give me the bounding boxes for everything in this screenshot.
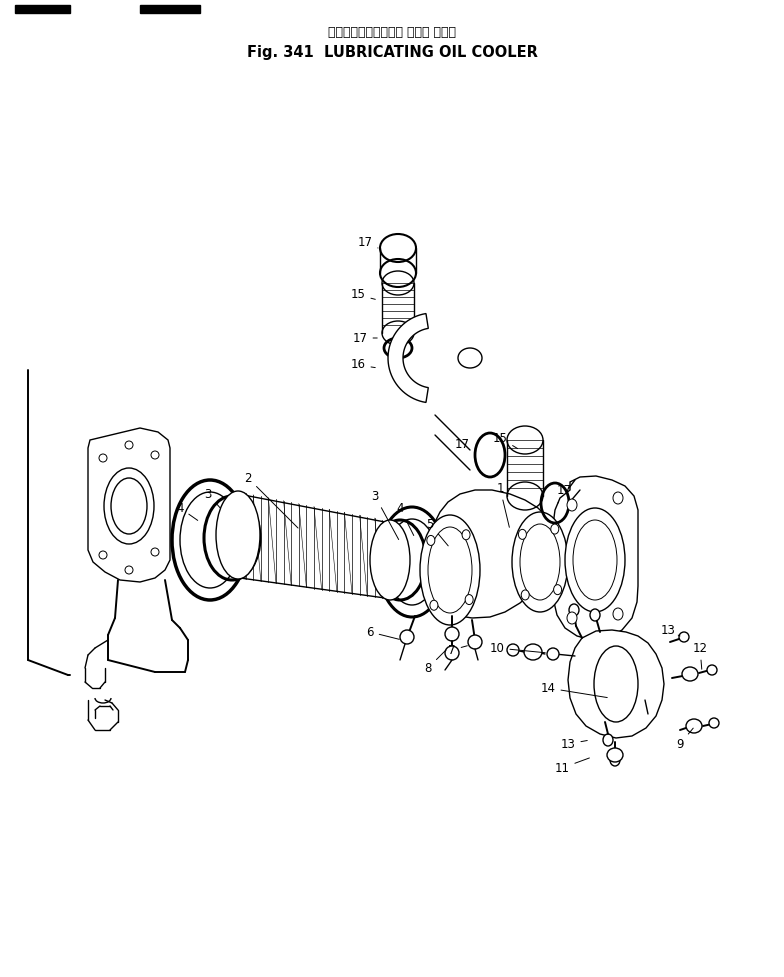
Ellipse shape	[547, 648, 559, 660]
Ellipse shape	[613, 492, 623, 504]
Ellipse shape	[426, 535, 435, 545]
Ellipse shape	[590, 609, 600, 621]
Ellipse shape	[125, 566, 133, 574]
Bar	[140, 5, 200, 13]
Ellipse shape	[709, 718, 719, 728]
Text: 15: 15	[492, 432, 517, 448]
Ellipse shape	[524, 644, 542, 660]
Ellipse shape	[104, 468, 154, 544]
Ellipse shape	[613, 608, 623, 620]
Text: 3: 3	[372, 489, 399, 539]
Text: 17: 17	[455, 439, 476, 453]
Text: 15: 15	[350, 288, 376, 302]
Text: 10: 10	[489, 642, 545, 655]
Text: 5: 5	[426, 518, 448, 546]
Text: 13: 13	[661, 623, 680, 636]
Ellipse shape	[507, 644, 519, 656]
Ellipse shape	[679, 632, 689, 642]
Ellipse shape	[567, 499, 577, 511]
Ellipse shape	[420, 515, 480, 625]
Ellipse shape	[99, 551, 107, 559]
Ellipse shape	[462, 530, 470, 539]
Ellipse shape	[216, 491, 260, 579]
Text: 16: 16	[350, 359, 376, 371]
Ellipse shape	[445, 646, 459, 660]
Ellipse shape	[468, 635, 482, 649]
Ellipse shape	[445, 627, 459, 641]
Ellipse shape	[565, 508, 625, 612]
Ellipse shape	[594, 646, 638, 722]
Text: 4: 4	[176, 501, 198, 521]
Ellipse shape	[225, 527, 235, 543]
Polygon shape	[428, 490, 557, 618]
Text: 17: 17	[358, 235, 378, 248]
Ellipse shape	[151, 451, 159, 459]
Ellipse shape	[707, 665, 717, 675]
Bar	[15, 5, 70, 13]
Text: 11: 11	[554, 758, 590, 775]
Ellipse shape	[465, 595, 474, 605]
Ellipse shape	[430, 600, 438, 611]
Polygon shape	[388, 314, 428, 403]
Text: Fig. 341  LUBRICATING OIL COOLER: Fig. 341 LUBRICATING OIL COOLER	[246, 45, 538, 60]
Text: 6: 6	[366, 625, 399, 639]
Ellipse shape	[569, 604, 579, 616]
Ellipse shape	[567, 612, 577, 624]
Ellipse shape	[449, 555, 459, 565]
Ellipse shape	[686, 719, 702, 733]
Text: 1: 1	[496, 482, 510, 528]
Polygon shape	[553, 476, 638, 640]
Text: 14: 14	[540, 682, 608, 698]
Text: 17: 17	[353, 331, 377, 345]
Ellipse shape	[125, 441, 133, 449]
Polygon shape	[568, 630, 664, 738]
Ellipse shape	[603, 734, 613, 746]
Text: 2: 2	[245, 472, 298, 528]
Ellipse shape	[554, 584, 561, 595]
Text: 13: 13	[561, 738, 587, 750]
Text: 9: 9	[677, 728, 693, 750]
Polygon shape	[88, 428, 170, 582]
Text: 8: 8	[424, 650, 446, 674]
Ellipse shape	[610, 754, 620, 766]
Ellipse shape	[151, 548, 159, 556]
Ellipse shape	[518, 530, 526, 539]
Ellipse shape	[551, 524, 559, 534]
Ellipse shape	[607, 748, 623, 762]
Ellipse shape	[520, 524, 560, 600]
Ellipse shape	[521, 590, 529, 600]
Text: 17: 17	[557, 484, 572, 503]
Ellipse shape	[99, 454, 107, 462]
Ellipse shape	[400, 630, 414, 644]
Ellipse shape	[111, 478, 147, 534]
Text: 3: 3	[205, 488, 220, 508]
Ellipse shape	[682, 667, 698, 681]
Text: ルーブリケーティング オイル クーラ: ルーブリケーティング オイル クーラ	[328, 25, 456, 38]
Text: 4: 4	[396, 501, 414, 535]
Text: 12: 12	[692, 642, 707, 669]
Ellipse shape	[370, 520, 410, 600]
Ellipse shape	[573, 520, 617, 600]
Ellipse shape	[512, 512, 568, 612]
Ellipse shape	[428, 527, 472, 613]
Text: 7: 7	[448, 644, 467, 657]
